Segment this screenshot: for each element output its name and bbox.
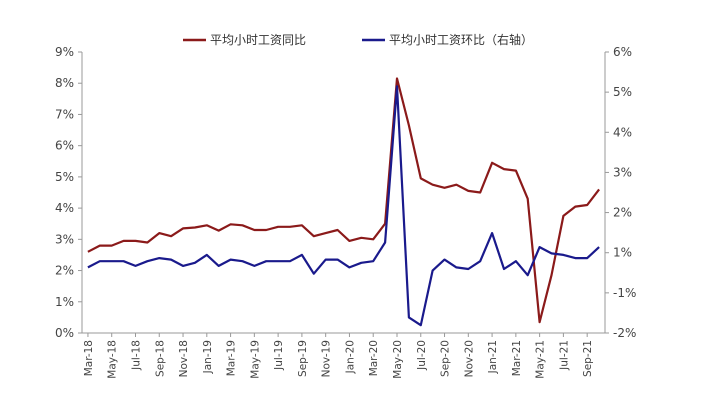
- right-tick-label: 5%: [613, 85, 632, 99]
- right-tick-label: 4%: [613, 125, 632, 139]
- x-tick-label: Mar-21: [511, 340, 523, 376]
- x-tick-label: May-21: [535, 340, 547, 379]
- x-tick-label: Jul-20: [416, 340, 428, 371]
- x-tick-label: Jul-18: [130, 340, 142, 371]
- right-tick-label: 3%: [613, 165, 632, 179]
- left-tick-label: 7%: [55, 107, 74, 121]
- right-tick-label: 1%: [613, 246, 632, 260]
- x-tick-label: May-19: [249, 340, 261, 379]
- x-tick-label: Jul-19: [273, 340, 285, 371]
- right-axis-ticks: -2% -1% 1% 2% 3% 4% 5% 6%: [605, 45, 636, 340]
- x-tick-label: Sep-21: [582, 340, 594, 377]
- axes: [81, 52, 606, 334]
- x-tick-label: Sep-18: [154, 340, 166, 377]
- right-tick-label: -2%: [613, 326, 636, 340]
- legend-label-series1: 平均小时工资同比: [210, 33, 306, 47]
- left-tick-label: 0%: [55, 326, 74, 340]
- right-tick-label: 2%: [613, 206, 632, 220]
- left-tick-label: 6%: [55, 139, 74, 153]
- series-line-1: [87, 77, 600, 324]
- x-tick-label: Nov-19: [321, 340, 333, 377]
- x-tick-label: Mar-19: [226, 340, 238, 376]
- left-tick-label: 3%: [55, 232, 74, 246]
- x-tick-label: Jan-21: [487, 340, 499, 374]
- right-tick-label: 6%: [613, 45, 632, 59]
- x-tick-label: Nov-20: [463, 340, 475, 377]
- left-tick-label: 5%: [55, 170, 74, 184]
- left-tick-label: 4%: [55, 201, 74, 215]
- x-axis-ticks: Mar-18 May-18 Jul-18 Sep-18 Nov-18 Jan-19 Mar-…: [83, 333, 594, 379]
- x-tick-label: Jan-19: [202, 340, 214, 374]
- x-tick-label: Sep-20: [440, 340, 452, 377]
- x-tick-label: Mar-18: [83, 340, 95, 376]
- x-tick-label: Jul-21: [558, 340, 570, 371]
- left-tick-label: 8%: [55, 76, 74, 90]
- legend-label-series2: 平均小时工资环比（右轴）: [389, 32, 533, 47]
- x-tick-label: Sep-19: [297, 340, 309, 377]
- series-layer: [87, 77, 600, 327]
- right-tick-label: -1%: [613, 286, 636, 300]
- x-tick-label: May-18: [107, 340, 119, 379]
- series-line-2: [87, 85, 600, 327]
- left-axis-ticks: 0% 1% 2% 3% 4% 5% 6% 7% 8% 9%: [55, 45, 82, 340]
- left-tick-label: 9%: [55, 45, 74, 59]
- left-tick-label: 1%: [55, 295, 74, 309]
- left-tick-label: 2%: [55, 264, 74, 278]
- x-tick-label: May-20: [392, 340, 404, 379]
- x-tick-label: Mar-20: [368, 340, 380, 376]
- x-tick-label: Jan-20: [344, 340, 356, 374]
- legend: 平均小时工资同比 平均小时工资环比（右轴）: [183, 32, 533, 47]
- x-tick-label: Nov-18: [178, 340, 190, 377]
